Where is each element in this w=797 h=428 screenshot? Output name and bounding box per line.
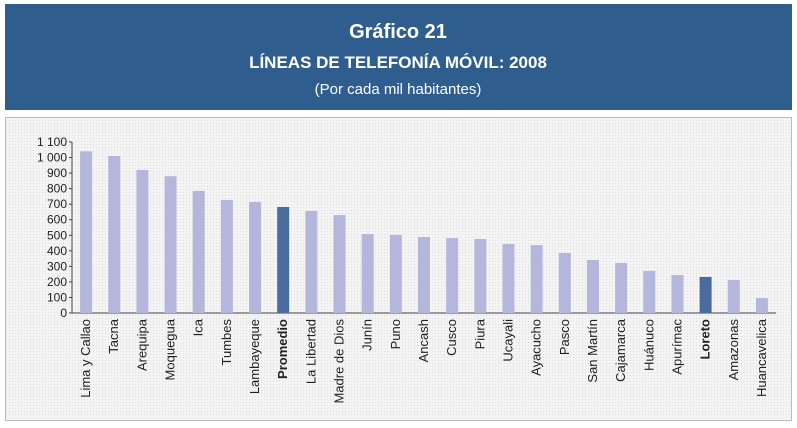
bar bbox=[586, 259, 599, 313]
bar bbox=[671, 275, 684, 313]
chart-subtitle: LÍNEAS DE TELEFONÍA MÓVIL: 2008 bbox=[249, 53, 547, 72]
bar bbox=[643, 271, 656, 313]
x-tick-label: Lambayeque bbox=[247, 319, 262, 394]
x-tick-label: Amazonas bbox=[726, 319, 741, 381]
x-tick-label: Tacna bbox=[106, 318, 121, 353]
bar bbox=[192, 190, 205, 313]
x-tick-label: Puno bbox=[388, 319, 403, 349]
x-tick-label: Arequipa bbox=[134, 318, 149, 371]
bar bbox=[418, 236, 430, 313]
x-tick-label: La Libertad bbox=[303, 319, 318, 384]
bar bbox=[361, 234, 374, 313]
x-tick-label: Loreto bbox=[698, 319, 713, 360]
x-tick-label: Ica bbox=[191, 318, 206, 336]
bar bbox=[80, 151, 93, 313]
x-tick-label: Madre de Dios bbox=[332, 319, 347, 404]
bar bbox=[108, 155, 121, 313]
bar bbox=[474, 239, 487, 313]
bar bbox=[305, 211, 318, 313]
y-tick-label: 800 bbox=[47, 182, 67, 196]
bar bbox=[727, 280, 740, 313]
bar bbox=[502, 243, 515, 313]
x-tick-label: Pasco bbox=[557, 319, 572, 355]
y-tick-label: 1 100 bbox=[37, 135, 67, 149]
y-tick-label: 900 bbox=[47, 166, 67, 180]
x-tick-label: Ayacucho bbox=[529, 319, 544, 376]
bar bbox=[164, 176, 177, 313]
bar bbox=[755, 298, 768, 313]
bar bbox=[249, 202, 262, 313]
y-tick-label: 0 bbox=[60, 306, 67, 320]
x-tick-label: Piura bbox=[472, 318, 487, 349]
y-tick-label: 200 bbox=[47, 275, 67, 289]
bar bbox=[446, 238, 459, 313]
y-tick-label: 300 bbox=[47, 259, 67, 273]
bar bbox=[277, 206, 290, 313]
y-tick-label: 600 bbox=[47, 213, 67, 227]
x-tick-label: Moquegua bbox=[163, 318, 178, 380]
chart-note: (Por cada mil habitantes) bbox=[315, 81, 482, 98]
x-tick-label: San Martín bbox=[585, 319, 600, 383]
bar bbox=[333, 215, 346, 313]
x-tick-label: Junín bbox=[360, 319, 375, 351]
x-tick-label: Huánuco bbox=[641, 319, 656, 371]
x-tick-label: Ucayali bbox=[500, 319, 515, 362]
bar bbox=[558, 252, 571, 313]
bar bbox=[530, 245, 543, 313]
x-tick-label: Tumbes bbox=[219, 319, 234, 366]
x-tick-label: Apurímac bbox=[669, 319, 684, 375]
x-tick-label: Cajamarca bbox=[613, 318, 628, 382]
bar bbox=[615, 262, 628, 313]
bar bbox=[389, 234, 402, 313]
y-tick-label: 1 000 bbox=[37, 151, 67, 165]
bar bbox=[699, 276, 712, 313]
bar bbox=[136, 169, 149, 313]
y-tick-label: 500 bbox=[47, 228, 67, 242]
chart-title: Gráfico 21 bbox=[349, 21, 447, 43]
y-tick-label: 700 bbox=[47, 197, 67, 211]
header-box bbox=[5, 4, 792, 110]
y-tick-label: 400 bbox=[47, 244, 67, 258]
x-tick-label: Cusco bbox=[444, 319, 459, 356]
x-tick-label: Promedio bbox=[275, 319, 290, 379]
x-tick-label: Lima y Callao bbox=[78, 319, 93, 398]
x-tick-label: Huancavelica bbox=[754, 318, 769, 397]
bar bbox=[220, 199, 233, 313]
x-tick-label: Ancash bbox=[416, 319, 431, 362]
y-tick-label: 100 bbox=[47, 290, 67, 304]
